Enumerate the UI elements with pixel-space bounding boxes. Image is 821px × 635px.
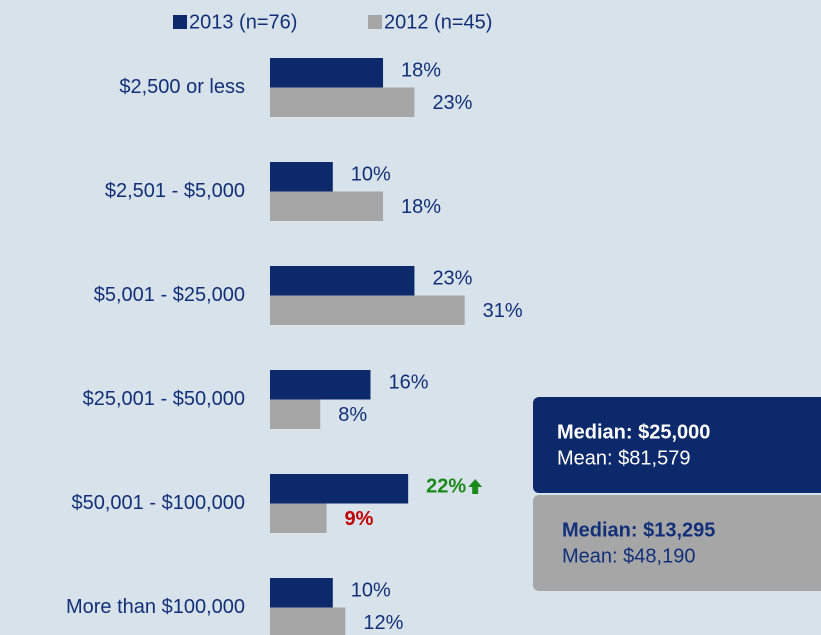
value-label: 10% <box>351 163 391 185</box>
value-label: 12% <box>363 612 403 634</box>
bar <box>270 162 333 192</box>
bar <box>270 399 321 429</box>
summary-text: Mean: $81,579 <box>557 447 690 469</box>
value-label: 16% <box>388 371 428 393</box>
up-arrow <box>468 479 483 494</box>
summary-box <box>533 495 821 591</box>
value-label: 23% <box>432 92 472 114</box>
value-label: 10% <box>351 579 391 601</box>
bar <box>270 87 415 117</box>
bar <box>270 295 465 325</box>
summary-text: Median: $13,295 <box>562 519 715 541</box>
legend-label: 2013 (n=76) <box>189 11 297 33</box>
bar <box>270 266 415 296</box>
summary-box <box>533 397 821 493</box>
bar <box>270 370 371 400</box>
bar <box>270 191 384 221</box>
category-label: $25,001 - $50,000 <box>83 388 245 410</box>
bar <box>270 578 333 608</box>
value-label: 22% <box>426 475 466 497</box>
summary-text: Median: $25,000 <box>557 421 710 443</box>
category-label: More than $100,000 <box>66 596 245 618</box>
category-label: $2,500 or less <box>119 76 245 98</box>
bar <box>270 607 346 635</box>
value-label: 18% <box>401 196 441 218</box>
summary-text: Mean: $48,190 <box>562 545 695 567</box>
value-label: 23% <box>432 267 472 289</box>
value-label: 31% <box>483 300 523 322</box>
bar <box>270 474 409 504</box>
legend-label: 2012 (n=45) <box>384 11 492 33</box>
category-label: $50,001 - $100,000 <box>72 492 246 514</box>
value-label: 8% <box>338 404 367 426</box>
category-label: $5,001 - $25,000 <box>94 284 245 306</box>
bar <box>270 503 327 533</box>
value-label: 9% <box>345 508 374 530</box>
category-label: $2,501 - $5,000 <box>105 180 245 202</box>
legend-swatch <box>368 15 382 29</box>
bar <box>270 58 384 88</box>
legend-swatch <box>173 15 187 29</box>
value-label: 18% <box>401 59 441 81</box>
